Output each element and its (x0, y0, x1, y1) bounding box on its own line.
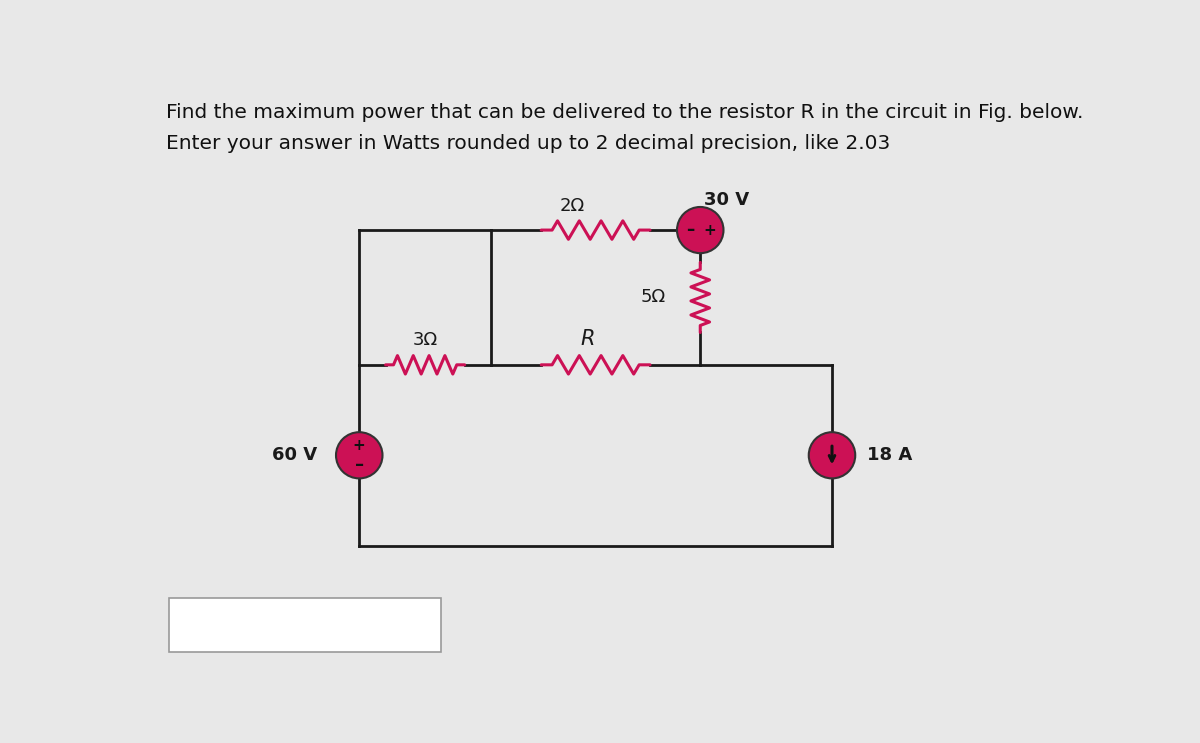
Text: +: + (353, 438, 366, 453)
Text: Enter your answer in Watts rounded up to 2 decimal precision, like 2.03: Enter your answer in Watts rounded up to… (166, 134, 889, 153)
Circle shape (336, 432, 383, 478)
Text: 2Ω: 2Ω (560, 197, 584, 215)
Text: 3Ω: 3Ω (413, 331, 438, 349)
Text: +: + (703, 223, 716, 238)
Circle shape (677, 207, 724, 253)
Bar (169, 598, 440, 652)
Text: –: – (686, 221, 695, 239)
Text: 5Ω: 5Ω (641, 288, 665, 306)
Text: 30 V: 30 V (704, 190, 749, 209)
Text: Find the maximum power that can be delivered to the resistor R in the circuit in: Find the maximum power that can be deliv… (166, 103, 1082, 122)
Text: 60 V: 60 V (271, 447, 317, 464)
Circle shape (809, 432, 856, 478)
Text: 18 A: 18 A (866, 447, 912, 464)
Text: R: R (581, 329, 595, 349)
Text: –: – (355, 456, 364, 474)
